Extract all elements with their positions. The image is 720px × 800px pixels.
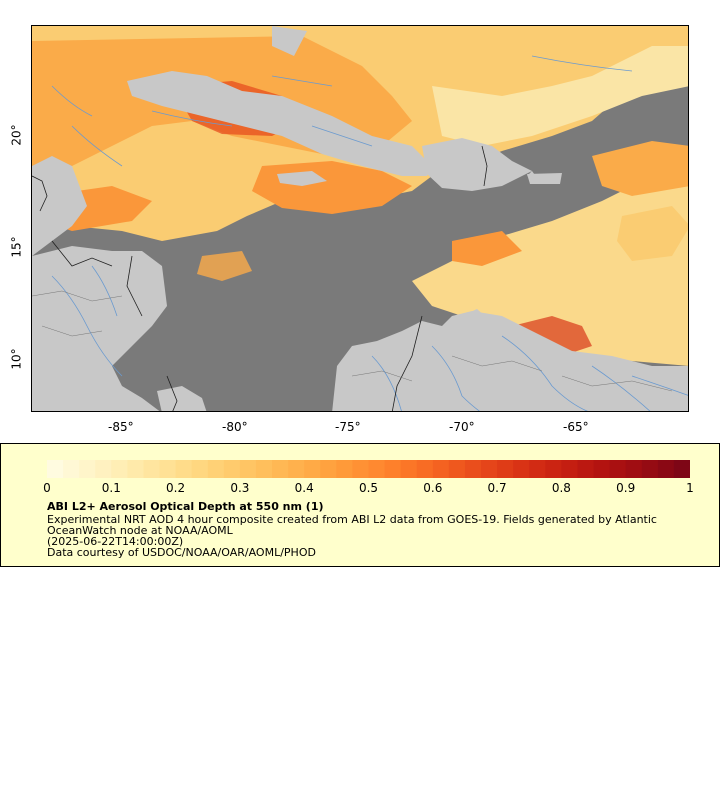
- colorbar-segment: [561, 460, 579, 478]
- legend-credit: Data courtesy of USDOC/NOAA/OAR/AOML/PHO…: [47, 546, 316, 559]
- colorbar-segment: [127, 460, 145, 478]
- colorbar-segment: [320, 460, 337, 478]
- colorbar-segment: [625, 460, 643, 478]
- legend-title: ABI L2+ Aerosol Optical Depth at 550 nm …: [47, 500, 324, 513]
- colorbar-tick-label: 0.1: [101, 481, 121, 495]
- colorbar-segment: [641, 460, 659, 478]
- colorbar-segment: [577, 460, 595, 478]
- colorbar-segment: [239, 460, 257, 478]
- colorbar-segment: [609, 460, 627, 478]
- colorbar-tick-label: 0.8: [551, 481, 571, 495]
- lat-tick-label: 10°: [9, 348, 24, 370]
- colorbar-segment: [191, 460, 209, 478]
- legend-timestamp: (2025-06-22T14:00:00Z): [47, 535, 184, 548]
- colorbar-segment: [159, 460, 177, 478]
- lat-tick-label: 20°: [9, 124, 24, 146]
- colorbar-segment: [111, 460, 128, 478]
- rivers: [51, 55, 688, 411]
- aod-map: [31, 25, 689, 412]
- colorbar-segment: [497, 460, 514, 478]
- colorbar-segment: [272, 460, 289, 478]
- colorbar-segment: [513, 460, 530, 478]
- colorbar-segment: [304, 460, 321, 478]
- colorbar: [47, 460, 691, 478]
- colorbar-segment: [593, 460, 611, 478]
- colorbar-segment: [657, 460, 675, 478]
- colorbar-tick-label: 0.7: [487, 481, 507, 495]
- legend-description-line: OceanWatch node at NOAA/AOML: [47, 524, 233, 537]
- colorbar-segment: [384, 460, 402, 478]
- colorbar-segment: [529, 460, 546, 478]
- colorbar-segment: [432, 460, 450, 478]
- colorbar-segment: [400, 460, 418, 478]
- legend-description-line: Experimental NRT AOD 4 hour composite cr…: [47, 513, 657, 526]
- lon-tick-label: -75°: [335, 420, 361, 434]
- colorbar-segment: [336, 460, 354, 478]
- lat-tick-label: 15°: [9, 236, 24, 258]
- colorbar-gradient: [47, 460, 691, 478]
- land-areas: [32, 26, 688, 411]
- colorbar-segment: [448, 460, 466, 478]
- legend-panel: 0 0.1 0.2 0.3 0.4 0.5 0.6 0.7 0.8 0.9 1 ABI L2+ Ae…: [0, 443, 720, 567]
- colorbar-segment: [143, 460, 161, 478]
- lon-tick-label: -65°: [563, 420, 589, 434]
- colorbar-segment: [223, 460, 241, 478]
- state-borders: [32, 290, 673, 392]
- colorbar-segment: [63, 460, 80, 478]
- lon-tick-label: -70°: [449, 420, 475, 434]
- colorbar-segment: [416, 460, 434, 478]
- colorbar-tick-label: 0.6: [423, 481, 443, 495]
- colorbar-segment: [95, 460, 112, 478]
- colorbar-tick-label: 1: [686, 481, 694, 495]
- colorbar-segment: [464, 460, 482, 478]
- colorbar-tick-label: 0.4: [294, 481, 314, 495]
- colorbar-segment: [79, 460, 96, 478]
- lon-tick-label: -80°: [222, 420, 248, 434]
- colorbar-tick-label: 0.2: [166, 481, 186, 495]
- map-image: [32, 26, 688, 411]
- colorbar-segment: [481, 460, 498, 478]
- colorbar-tick-label: 0: [43, 481, 51, 495]
- colorbar-tick-label: 0.5: [358, 481, 379, 495]
- colorbar-segment: [207, 460, 225, 478]
- colorbar-segment: [368, 460, 386, 478]
- colorbar-segment: [175, 460, 193, 478]
- colorbar-segment: [673, 460, 691, 478]
- colorbar-segment: [255, 460, 273, 478]
- colorbar-segment: [288, 460, 305, 478]
- colorbar-tick-label: 0.3: [230, 481, 250, 495]
- colorbar-segment: [352, 460, 370, 478]
- country-borders: [32, 145, 488, 411]
- colorbar-segment: [545, 460, 562, 478]
- colorbar-tick-label: 0.9: [616, 481, 636, 495]
- colorbar-segment: [47, 460, 64, 478]
- lon-tick-label: -85°: [108, 420, 134, 434]
